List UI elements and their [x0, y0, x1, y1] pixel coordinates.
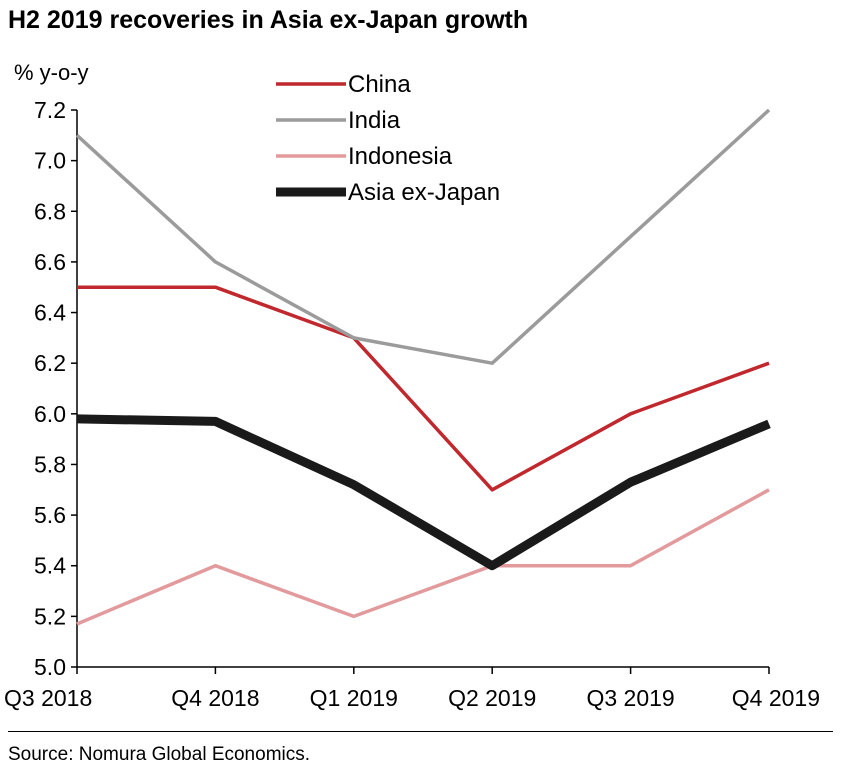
y-tick-label: 5.2	[34, 603, 66, 629]
chart-title: H2 2019 recoveries in Asia ex-Japan grow…	[8, 6, 529, 34]
y-tick-label: 6.8	[34, 198, 66, 224]
y-tick-label: 5.0	[34, 654, 66, 680]
axes: 5.0 5.2 5.4 5.6 5.8 6.0 6.2 6.4 6.6 6.8 7.0 7.2 Q3 2…	[4, 97, 820, 711]
source-note: Source: Nomura Global Economics.	[8, 744, 311, 765]
legend: China India Indonesia Asia ex-Japan	[276, 71, 500, 206]
y-tick-label: 6.6	[34, 249, 66, 275]
legend-label-indonesia: Indonesia	[348, 143, 453, 170]
legend-label-china: China	[348, 71, 411, 98]
y-tick-label: 5.6	[34, 502, 66, 528]
series-line-indonesia	[76, 488, 770, 626]
source-divider	[8, 731, 833, 732]
y-tick-label: 6.2	[34, 350, 66, 376]
series-lines	[75, 108, 771, 626]
legend-label-asia-ex-japan: Asia ex-Japan	[348, 179, 500, 206]
x-tick-label: Q4 2019	[732, 685, 820, 711]
line-chart: % y-o-y 5.0 5.2 5.4 5.6 5.8 6.0 6.2 6.4 6.6 6.8 7.…	[4, 60, 820, 711]
x-tick-label: Q3 2018	[4, 685, 92, 711]
series-line-china	[77, 285, 770, 492]
y-tick-label: 5.4	[34, 553, 66, 579]
y-tick-label: 6.0	[34, 401, 66, 427]
y-axis-label: % y-o-y	[14, 60, 89, 85]
x-tick-label: Q1 2019	[310, 685, 398, 711]
y-tick-label: 7.0	[34, 148, 66, 174]
x-tick-label: Q3 2019	[586, 685, 674, 711]
y-tick-label: 7.2	[34, 97, 66, 123]
series-line-asia-ex-japan	[76, 414, 771, 571]
series-line-india	[75, 108, 771, 365]
x-tick-label: Q2 2019	[448, 685, 536, 711]
y-tick-label: 5.8	[34, 451, 66, 477]
y-tick-label: 6.4	[34, 300, 66, 326]
legend-label-india: India	[348, 107, 401, 134]
x-tick-label: Q4 2018	[171, 685, 259, 711]
